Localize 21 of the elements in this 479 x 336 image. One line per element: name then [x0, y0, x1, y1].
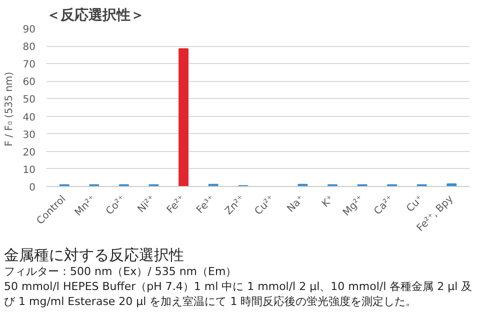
y-tick-label: 70: [22, 60, 36, 71]
y-tick-label: 30: [22, 130, 36, 141]
y-tick-label: 0: [29, 182, 36, 194]
x-tick-label: Fe²⁺: [165, 194, 188, 216]
text: フィルター：500 nm（Ex）/ 535 nm（Em）: [4, 265, 238, 280]
x-tick-label: Fe³⁺: [194, 194, 218, 216]
chart-title: ＜反応選択性＞: [46, 6, 144, 24]
y-tick-label: 60: [22, 77, 36, 88]
y-tick-label: 10: [22, 164, 36, 176]
y-axis-title: F / F₀ (535 nm): [4, 72, 15, 146]
y-tick-label: 20: [22, 147, 36, 158]
x-tick-label: Ni²⁺: [136, 194, 158, 216]
text: 金属種に対する反応選択性: [4, 245, 185, 266]
y-tick-label: 80: [22, 42, 36, 54]
x-tick-label: Na⁺: [285, 194, 307, 215]
text: 50 mmol/l HEPES Buffer（pH 7.4）1 ml 中に 1 mmol/l 2 μl、10 mmol/l 各種金属 2 μl 及び 1 mg/ml Esterase 20 μl を加え室温にて 1 時間反応後の蛍光強度を測定した。: [4, 280, 474, 310]
x-tick-label: K⁺: [320, 194, 336, 210]
y-tick-label: 90: [22, 24, 36, 36]
x-tick-label: Cu⁺: [404, 194, 426, 215]
y-tick-label: 50: [22, 94, 36, 106]
y-tick-label: 40: [22, 112, 36, 124]
